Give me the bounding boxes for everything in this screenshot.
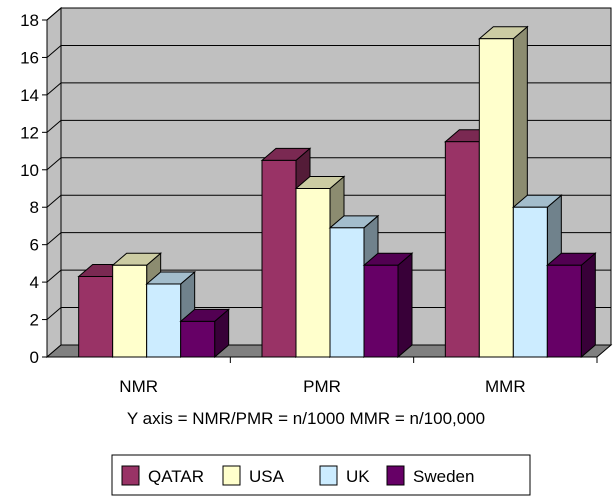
y-tick-label: 4 (30, 273, 39, 292)
bar-side (397, 252, 413, 359)
bar-front (78, 275, 114, 358)
gridline (46, 82, 611, 96)
bars (77, 25, 597, 359)
bar-sweden-mmr (545, 252, 597, 359)
axis-note: Y axis = NMR/PMR = n/1000 MMR = n/100,00… (127, 409, 485, 428)
bar-front (295, 188, 331, 358)
y-tick-label: 14 (20, 86, 39, 105)
legend-label-usa: USA (249, 467, 285, 486)
y-tick-label: 16 (20, 48, 39, 67)
bar-front (363, 264, 399, 358)
gridline (46, 194, 611, 208)
gridline (46, 7, 611, 21)
legend: QATAR USA UK Sweden (111, 454, 531, 496)
y-tick-label: 6 (30, 236, 39, 255)
bar-side (580, 252, 596, 359)
y-tick-label: 10 (20, 161, 39, 180)
legend-swatch-qatar (121, 465, 140, 486)
bar-sweden-nmr (179, 308, 231, 359)
y-tick-label: 2 (30, 311, 39, 330)
bar-front (546, 264, 582, 358)
y-tick-label: 8 (30, 198, 39, 217)
bar-front (478, 38, 514, 358)
legend-label-sweden: Sweden (413, 467, 474, 486)
legend-label-qatar: QATAR (148, 467, 204, 486)
x-axis-labels: NMR PMR MMR (119, 377, 525, 396)
bar-front (180, 320, 216, 358)
bar-sweden-pmr (362, 252, 414, 359)
gridline (46, 307, 611, 320)
legend-label-uk: UK (346, 467, 370, 486)
x-tick-label: PMR (303, 377, 341, 396)
bar-front (146, 283, 182, 358)
bar-uk-nmr (145, 270, 197, 359)
y-tick-label: 12 (20, 123, 39, 142)
x-tick-label: MMR (485, 377, 526, 396)
gridline (46, 232, 611, 246)
gridlines (46, 7, 611, 320)
x-tick-label: NMR (119, 377, 158, 396)
legend-swatch-uk (319, 465, 338, 486)
legend-swatch-usa (222, 465, 241, 486)
gridline (46, 157, 611, 171)
bar-usa-nmr (111, 252, 163, 359)
gridline (46, 269, 611, 283)
side-wall (46, 6, 62, 359)
gridline (46, 119, 611, 133)
gridline (46, 44, 611, 58)
bar-front (112, 264, 148, 358)
y-tick-label: 18 (20, 11, 39, 30)
bar-front (512, 206, 548, 358)
y-tick-label: 0 (30, 348, 39, 367)
bar-front (329, 227, 365, 358)
legend-swatch-sweden (386, 465, 405, 486)
bar-front (261, 159, 297, 358)
bar-front (444, 141, 480, 358)
